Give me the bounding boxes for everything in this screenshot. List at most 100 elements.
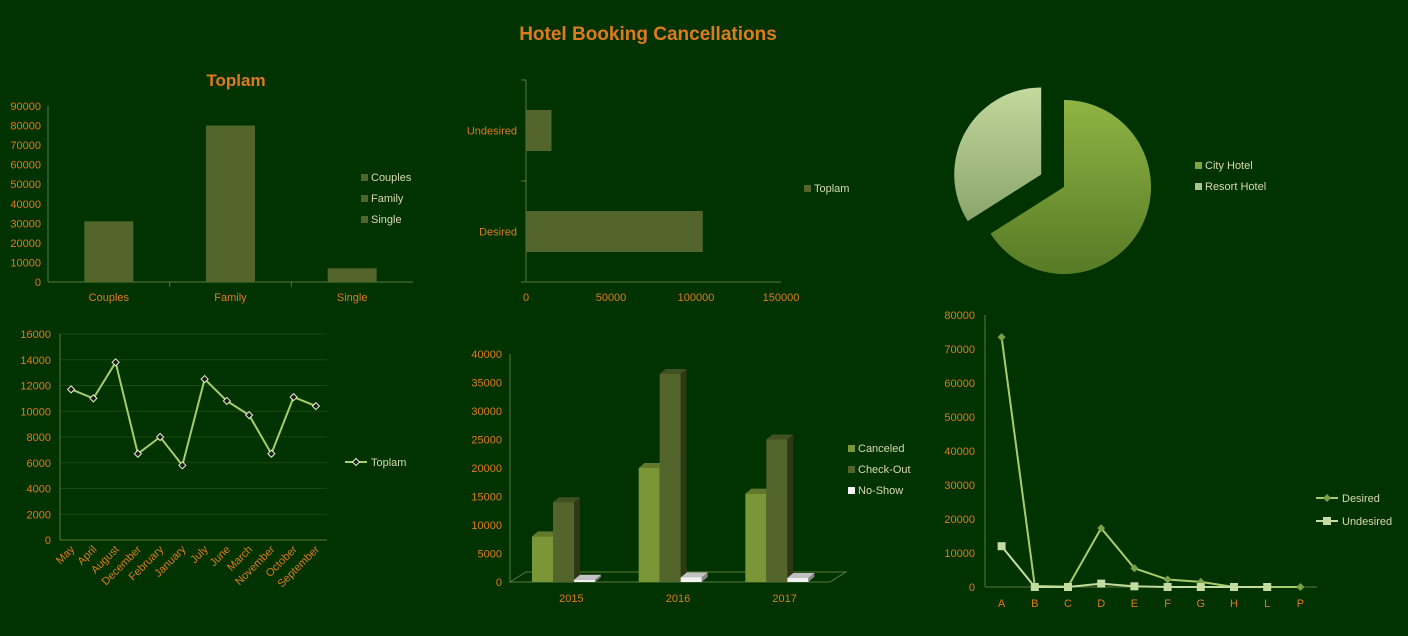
data-point xyxy=(1296,583,1305,591)
x-tick-label: 100000 xyxy=(678,292,715,304)
data-point xyxy=(1263,583,1272,591)
x-tick-label: E xyxy=(1131,598,1138,610)
legend-swatch xyxy=(1195,162,1202,169)
bar-side xyxy=(574,497,580,582)
bar xyxy=(766,439,788,582)
dashboard-title: Hotel Booking Cancellations xyxy=(519,24,777,45)
x-tick-label: H xyxy=(1230,598,1238,610)
data-point xyxy=(997,542,1006,551)
legend-label: Canceled xyxy=(858,443,904,455)
data-point xyxy=(155,432,165,442)
data-point xyxy=(289,392,298,402)
bar-top xyxy=(659,368,687,374)
data-point xyxy=(1130,582,1139,591)
y-tick-label: 14000 xyxy=(20,355,51,367)
legend-label: Desired xyxy=(1342,493,1380,505)
pie-slice xyxy=(954,87,1042,222)
bar-top xyxy=(766,434,794,440)
legend-marker xyxy=(1323,494,1331,502)
data-point xyxy=(1196,583,1205,591)
bar-side xyxy=(787,434,794,582)
y-tick-label: 35000 xyxy=(471,378,502,390)
yearly-status-chart: 0 5000 10000 15000 20000 25000 30000 35000 40000… xyxy=(471,349,911,605)
bar xyxy=(659,373,681,582)
bar xyxy=(553,502,574,582)
y-tick-label: 80000 xyxy=(944,310,975,322)
y-tick-label: 40000 xyxy=(471,349,502,361)
x-tick-label: 150000 xyxy=(763,292,800,304)
y-tick-label: Undesired xyxy=(467,126,517,138)
bar xyxy=(787,578,809,582)
bar-side xyxy=(701,572,708,582)
legend-label: Undesired xyxy=(1342,516,1392,528)
data-point xyxy=(133,449,143,458)
bar-top xyxy=(787,573,815,579)
legend-label: Toplam xyxy=(371,457,406,469)
y-tick-label: 10000 xyxy=(471,520,502,532)
data-point xyxy=(244,410,254,420)
x-tick-label: A xyxy=(998,598,1006,610)
bar xyxy=(680,577,702,582)
legend-label: No-Show xyxy=(858,485,903,497)
floor xyxy=(508,571,848,583)
y-tick-label: 70000 xyxy=(10,140,41,152)
y-tick-label: 20000 xyxy=(471,463,502,475)
bar-top xyxy=(553,497,580,503)
legend-swatch xyxy=(1195,183,1202,190)
bar xyxy=(745,493,767,582)
y-tick-label: 50000 xyxy=(944,412,975,424)
bar xyxy=(327,268,377,282)
legend-label: Toplam xyxy=(814,183,849,195)
y-tick-label: 2000 xyxy=(27,509,51,521)
legend-label: City Hotel xyxy=(1205,160,1253,172)
legend-swatch xyxy=(361,174,368,181)
y-tick-label: 6000 xyxy=(27,458,51,470)
x-tick-label: F xyxy=(1164,598,1171,610)
x-tick-label: 50000 xyxy=(596,292,627,304)
data-point xyxy=(111,358,120,367)
data-point xyxy=(997,333,1006,342)
x-tick-label: Family xyxy=(214,292,247,304)
y-tick-label: 15000 xyxy=(471,492,502,504)
legend-swatch xyxy=(804,185,811,192)
data-point xyxy=(89,394,98,403)
bar-top xyxy=(574,574,601,580)
y-tick-label: 70000 xyxy=(944,344,975,356)
y-tick-label: 60000 xyxy=(10,160,41,172)
data-point xyxy=(1130,564,1139,573)
x-tick-label: 2017 xyxy=(772,593,796,605)
data-point xyxy=(222,396,232,406)
data-point xyxy=(1230,583,1238,591)
y-tick-label: 30000 xyxy=(10,218,41,230)
y-tick-label: 40000 xyxy=(10,199,41,211)
y-tick-label: 12000 xyxy=(20,381,51,393)
x-tick-label: G xyxy=(1197,598,1206,610)
x-tick-label: C xyxy=(1064,598,1072,610)
x-tick-label: May xyxy=(54,543,78,567)
bar-top xyxy=(638,463,666,468)
series-line xyxy=(70,359,317,468)
y-tick-label: 20000 xyxy=(944,514,975,526)
x-tick-label: Single xyxy=(337,292,368,304)
legend-swatch xyxy=(361,216,368,223)
bar xyxy=(526,110,552,151)
data-point xyxy=(1064,583,1072,591)
x-tick-label: B xyxy=(1031,598,1038,610)
y-tick-label: 0 xyxy=(496,577,502,589)
x-tick-label: 2016 xyxy=(666,593,690,605)
y-tick-label: 10000 xyxy=(10,257,41,269)
data-point xyxy=(1163,575,1172,584)
bar-top xyxy=(745,488,773,494)
bar xyxy=(574,579,595,582)
legend-label: Couples xyxy=(371,172,412,184)
y-tick-label: 80000 xyxy=(10,121,41,133)
y-tick-label: 10000 xyxy=(20,406,51,418)
bar-side xyxy=(680,368,687,582)
series-line xyxy=(1000,336,1301,588)
y-tick-label: 0 xyxy=(45,535,51,547)
legend-label: Check-Out xyxy=(858,464,911,476)
bar xyxy=(638,468,660,582)
legend-label: Resort Hotel xyxy=(1205,181,1266,193)
legend-swatch xyxy=(848,445,855,452)
x-tick-label: L xyxy=(1264,598,1270,610)
